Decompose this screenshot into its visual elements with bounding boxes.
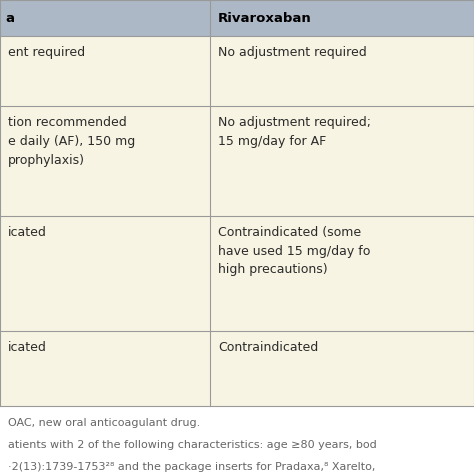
Text: ent required: ent required bbox=[8, 46, 85, 59]
Text: Rivaroxaban: Rivaroxaban bbox=[218, 11, 312, 25]
Bar bbox=[0, 106, 474, 216]
Text: icated: icated bbox=[8, 226, 47, 239]
Text: atients with 2 of the following characteristics: age ≥80 years, bod: atients with 2 of the following characte… bbox=[8, 440, 377, 450]
Text: icated: icated bbox=[8, 341, 47, 354]
Bar bbox=[0, 331, 474, 406]
Bar bbox=[0, 36, 474, 106]
Text: OAC, new oral anticoagulant drug.: OAC, new oral anticoagulant drug. bbox=[8, 418, 200, 428]
Bar bbox=[0, 0, 474, 36]
Bar bbox=[0, 406, 474, 474]
Text: No adjustment required;
15 mg/day for AF: No adjustment required; 15 mg/day for AF bbox=[218, 116, 371, 148]
Text: Contraindicated: Contraindicated bbox=[218, 341, 318, 354]
Text: Contraindicated (some
have used 15 mg/day fo
high precautions): Contraindicated (some have used 15 mg/da… bbox=[218, 226, 370, 276]
Text: No adjustment required: No adjustment required bbox=[218, 46, 367, 59]
Bar bbox=[0, 216, 474, 331]
Text: a: a bbox=[5, 11, 14, 25]
Text: tion recommended
e daily (AF), 150 mg
prophylaxis): tion recommended e daily (AF), 150 mg pr… bbox=[8, 116, 135, 167]
Text: ·2(13):1739-1753²⁸ and the package inserts for Pradaxa,⁸ Xarelto,: ·2(13):1739-1753²⁸ and the package inser… bbox=[8, 462, 375, 472]
